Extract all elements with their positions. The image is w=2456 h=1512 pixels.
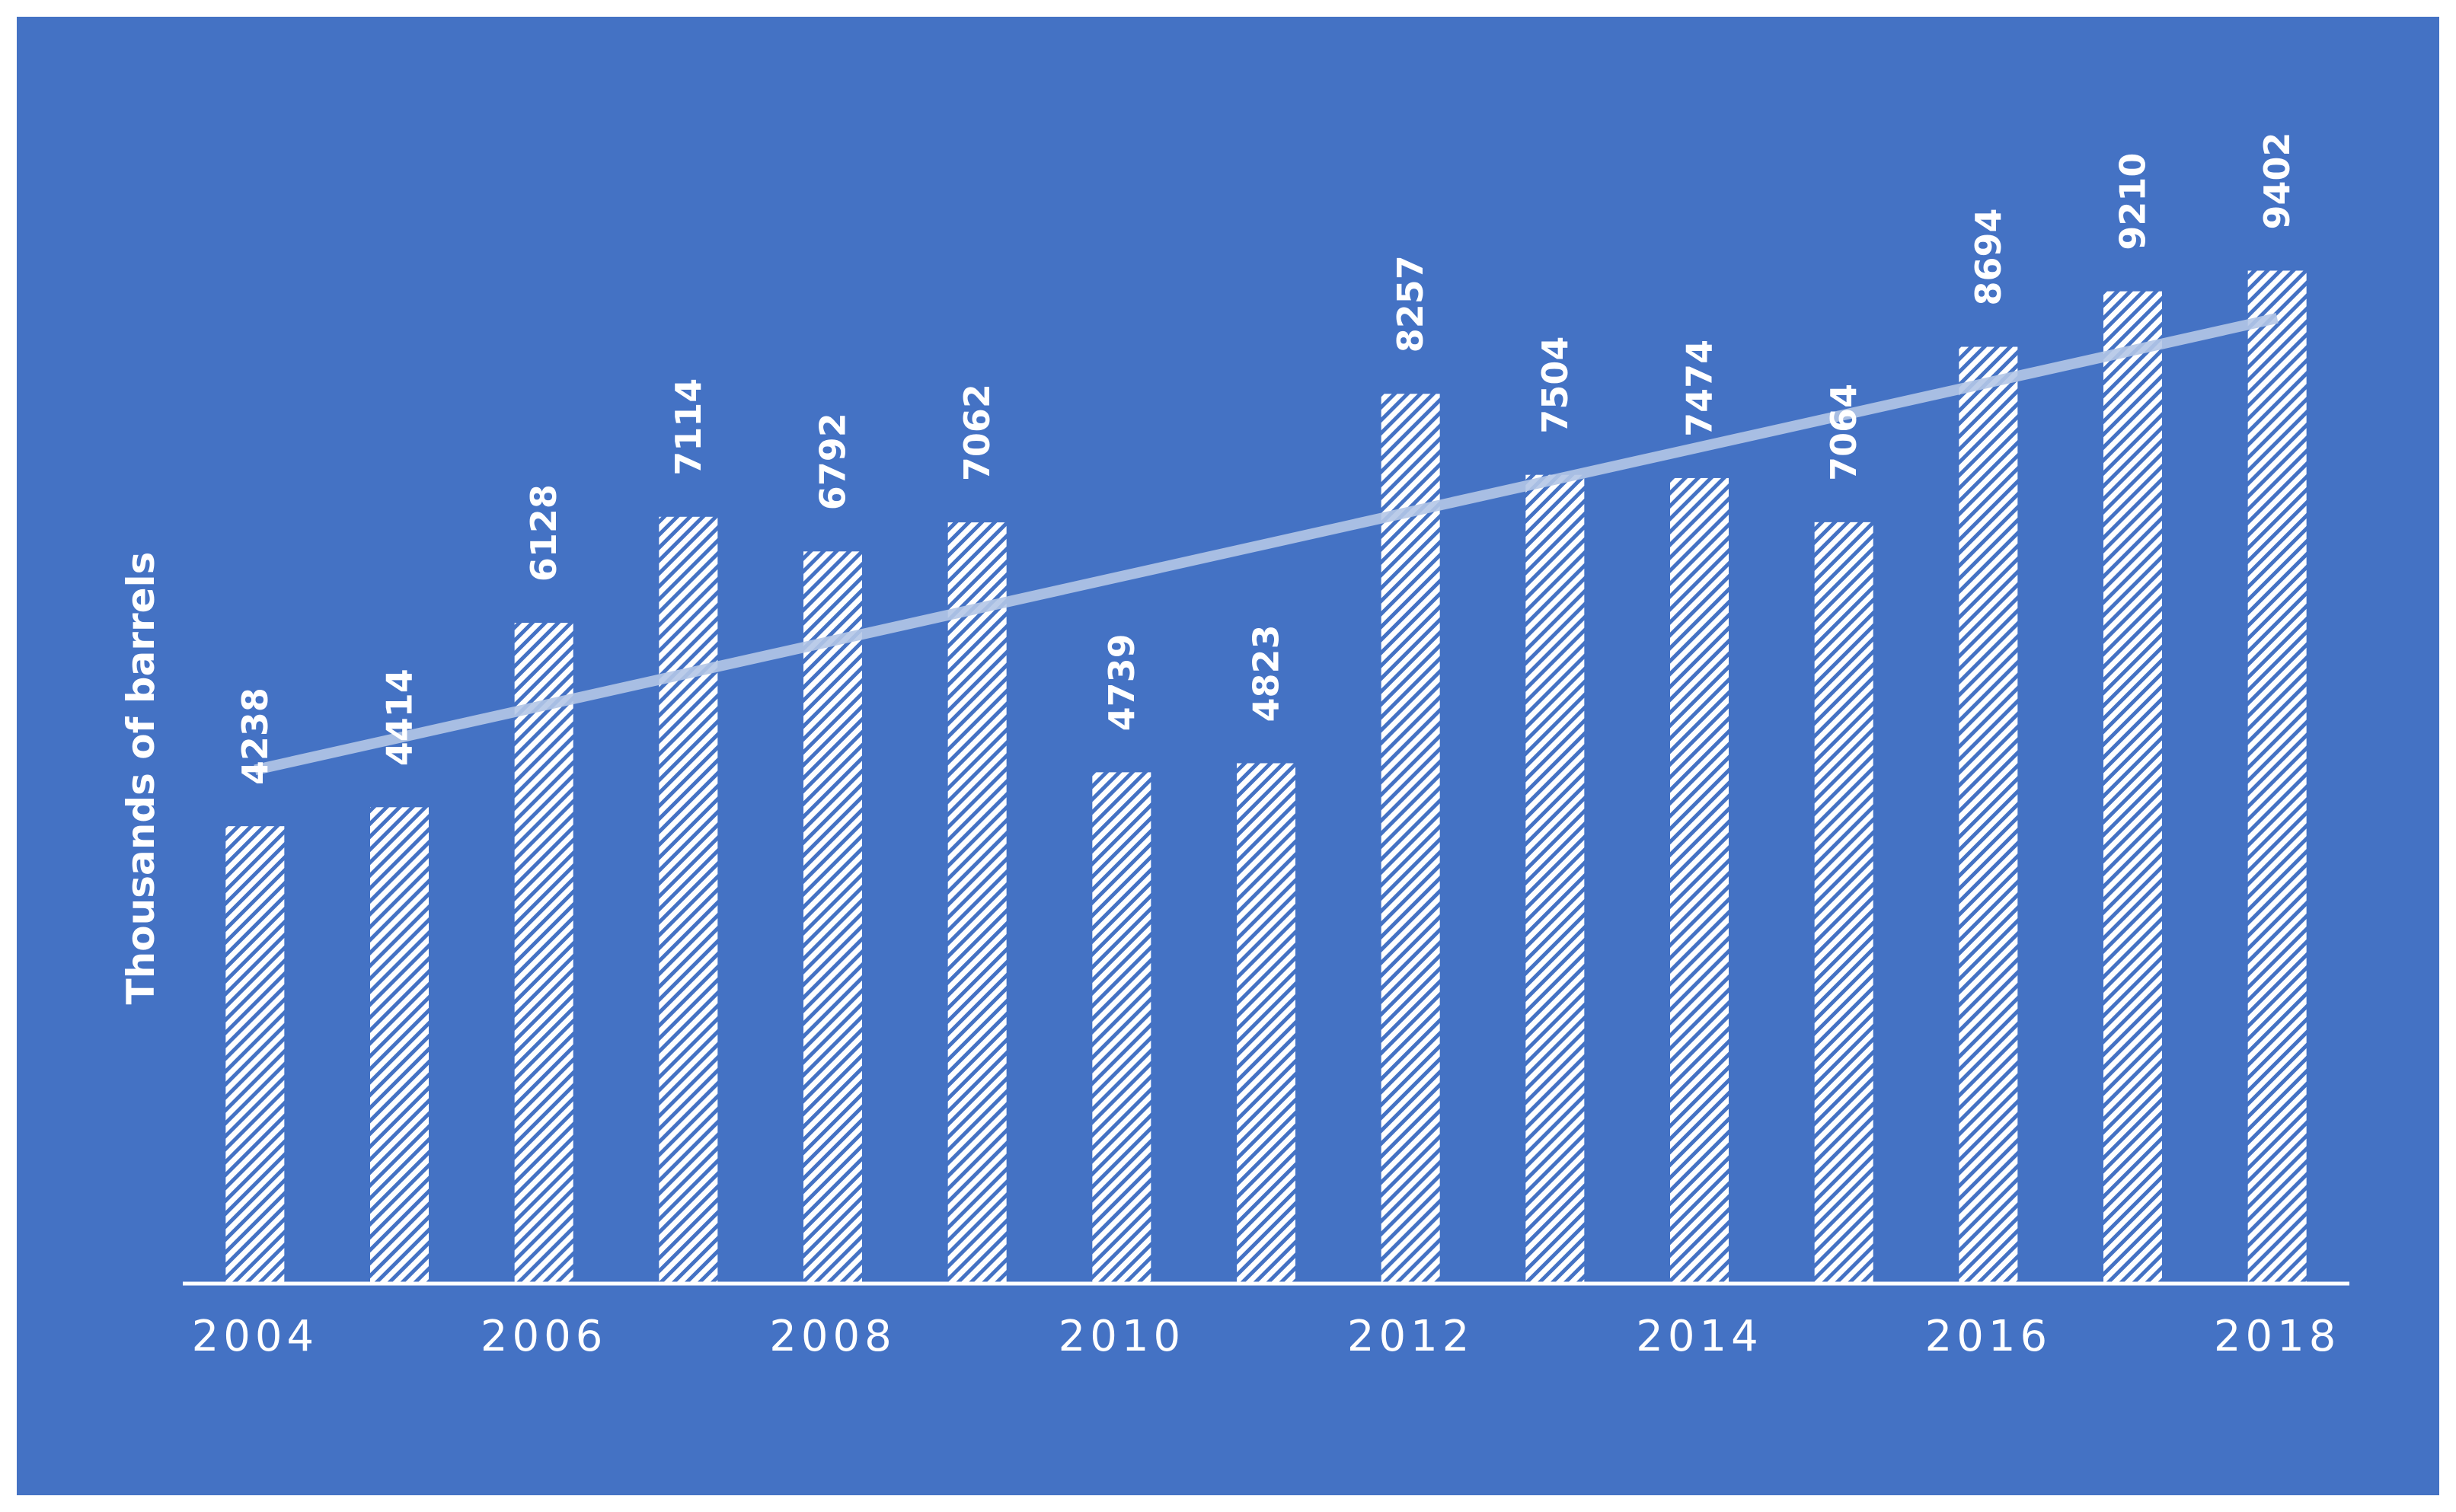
data-label-2005: 4414: [379, 668, 420, 766]
bars-layer: [225, 270, 2307, 1283]
bar-2004: [225, 826, 285, 1282]
data-label-2010: 4739: [1101, 633, 1142, 731]
bar-chart: 4238 4414 6128 7114 6792 7062 4739 4823 8257 7504…: [17, 17, 2439, 1495]
data-label-2004: 4238: [235, 687, 276, 785]
x-tick-label-2018: 2018: [2214, 1312, 2341, 1361]
data-labels-layer: 4238 4414 6128 7114 6792 7062 4739 4823 8257 7504…: [235, 132, 2298, 785]
data-label-2015: 7064: [1823, 384, 1864, 481]
bar-2008: [803, 551, 862, 1282]
x-tick-label-2014: 2014: [1636, 1312, 1763, 1361]
bar-2015: [1814, 522, 1873, 1282]
bar-2011: [1237, 763, 1295, 1282]
bar-2010: [1092, 772, 1151, 1282]
data-label-2011: 4823: [1246, 624, 1287, 722]
bar-2009: [947, 522, 1007, 1282]
x-tick-label-2016: 2016: [1925, 1312, 2052, 1361]
bar-2017: [2103, 291, 2162, 1283]
bar-2016: [1959, 346, 2018, 1282]
data-label-2006: 6128: [523, 484, 564, 582]
bar-2013: [1525, 474, 1585, 1282]
x-tick-label-2008: 2008: [769, 1312, 896, 1361]
data-label-2016: 8694: [1968, 209, 2009, 306]
bar-2018: [2247, 270, 2307, 1282]
data-label-2007: 7114: [668, 378, 709, 476]
bar-2014: [1670, 477, 1729, 1282]
bar-2007: [659, 516, 718, 1282]
bar-2005: [370, 807, 429, 1282]
data-label-2013: 7504: [1535, 337, 1576, 434]
data-label-2018: 9402: [2256, 132, 2298, 229]
data-label-2014: 7474: [1679, 340, 1720, 437]
x-tick-label-2004: 2004: [192, 1312, 319, 1361]
data-label-2017: 9210: [2113, 153, 2154, 250]
bar-2012: [1381, 394, 1440, 1282]
x-tick-label-2010: 2010: [1059, 1312, 1186, 1361]
y-axis-label: Thousands of barrels: [119, 552, 163, 1005]
data-label-2012: 8257: [1390, 255, 1431, 352]
data-label-2009: 7062: [957, 384, 998, 481]
chart-frame: 4238 4414 6128 7114 6792 7062 4739 4823 8257 7504…: [17, 17, 2439, 1495]
x-tick-label-2006: 2006: [481, 1312, 608, 1361]
x-tick-labels-layer: 2004 2006 2008 2010 2012 2014 2016 2018: [192, 1312, 2341, 1361]
trendline: [254, 312, 2279, 776]
x-tick-label-2012: 2012: [1347, 1312, 1474, 1361]
data-label-2008: 6792: [813, 413, 854, 510]
bar-2006: [514, 623, 573, 1282]
trendline-layer: [254, 312, 2279, 776]
